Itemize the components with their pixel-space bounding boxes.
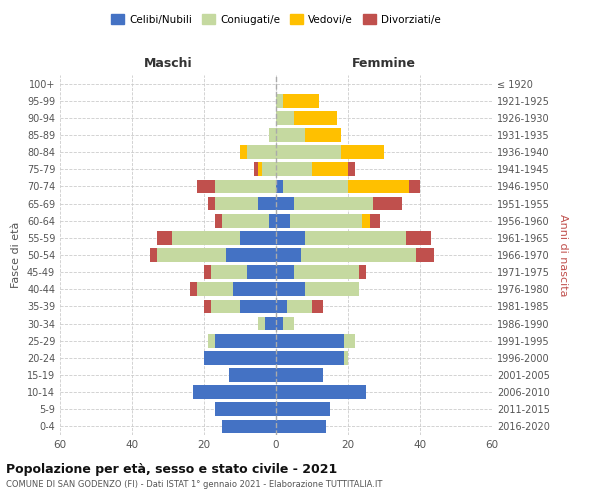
Bar	[312, 162, 348, 176]
Bar	[229, 368, 276, 382]
Bar	[222, 420, 276, 434]
Bar	[409, 180, 420, 194]
Bar	[240, 231, 276, 244]
Bar	[208, 196, 215, 210]
Bar	[276, 334, 344, 347]
Bar	[348, 162, 355, 176]
Bar	[269, 128, 276, 142]
Bar	[262, 162, 276, 176]
Bar	[283, 180, 348, 194]
Bar	[197, 180, 215, 194]
Bar	[254, 162, 258, 176]
Bar	[362, 214, 370, 228]
Bar	[215, 402, 276, 416]
Bar	[276, 162, 312, 176]
Bar	[276, 128, 305, 142]
Bar	[305, 128, 341, 142]
Bar	[276, 351, 344, 364]
Bar	[344, 334, 355, 347]
Bar	[341, 146, 384, 159]
Y-axis label: Fasce di età: Fasce di età	[11, 222, 21, 288]
Bar	[276, 300, 287, 314]
Bar	[276, 196, 294, 210]
Bar	[247, 146, 276, 159]
Bar	[247, 266, 276, 279]
Bar	[197, 282, 233, 296]
Bar	[258, 162, 262, 176]
Bar	[370, 214, 380, 228]
Bar	[276, 248, 301, 262]
Bar	[305, 231, 406, 244]
Bar	[211, 300, 240, 314]
Bar	[276, 214, 290, 228]
Bar	[287, 300, 312, 314]
Text: COMUNE DI SAN GODENZO (FI) - Dati ISTAT 1° gennaio 2021 - Elaborazione TUTTITALI: COMUNE DI SAN GODENZO (FI) - Dati ISTAT …	[6, 480, 382, 489]
Bar	[157, 231, 172, 244]
Bar	[204, 351, 276, 364]
Bar	[193, 386, 276, 399]
Bar	[258, 316, 265, 330]
Bar	[294, 266, 359, 279]
Bar	[276, 146, 341, 159]
Bar	[276, 402, 330, 416]
Bar	[359, 266, 366, 279]
Bar	[301, 248, 416, 262]
Bar	[294, 196, 373, 210]
Bar	[269, 214, 276, 228]
Bar	[276, 94, 283, 108]
Bar	[276, 368, 323, 382]
Bar	[283, 316, 294, 330]
Bar	[312, 300, 323, 314]
Bar	[276, 282, 305, 296]
Y-axis label: Anni di nascita: Anni di nascita	[558, 214, 568, 296]
Bar	[290, 214, 362, 228]
Bar	[276, 266, 294, 279]
Bar	[276, 180, 283, 194]
Bar	[215, 180, 276, 194]
Bar	[276, 420, 326, 434]
Bar	[150, 248, 157, 262]
Bar	[276, 386, 366, 399]
Bar	[305, 282, 359, 296]
Bar	[240, 146, 247, 159]
Bar	[240, 300, 276, 314]
Bar	[294, 111, 337, 124]
Bar	[276, 231, 305, 244]
Bar	[204, 300, 211, 314]
Text: Maschi: Maschi	[143, 57, 193, 70]
Bar	[344, 351, 348, 364]
Bar	[416, 248, 434, 262]
Bar	[208, 334, 215, 347]
Text: Popolazione per età, sesso e stato civile - 2021: Popolazione per età, sesso e stato civil…	[6, 462, 337, 475]
Bar	[265, 316, 276, 330]
Bar	[276, 111, 294, 124]
Bar	[406, 231, 431, 244]
Bar	[222, 214, 269, 228]
Legend: Celibi/Nubili, Coniugati/e, Vedovi/e, Divorziati/e: Celibi/Nubili, Coniugati/e, Vedovi/e, Di…	[107, 10, 445, 29]
Bar	[348, 180, 409, 194]
Text: Femmine: Femmine	[352, 57, 416, 70]
Bar	[233, 282, 276, 296]
Bar	[190, 282, 197, 296]
Bar	[226, 248, 276, 262]
Bar	[276, 316, 283, 330]
Bar	[373, 196, 402, 210]
Bar	[172, 231, 240, 244]
Bar	[204, 266, 211, 279]
Bar	[211, 266, 247, 279]
Bar	[215, 334, 276, 347]
Bar	[157, 248, 226, 262]
Bar	[215, 214, 222, 228]
Bar	[215, 196, 258, 210]
Bar	[258, 196, 276, 210]
Bar	[283, 94, 319, 108]
